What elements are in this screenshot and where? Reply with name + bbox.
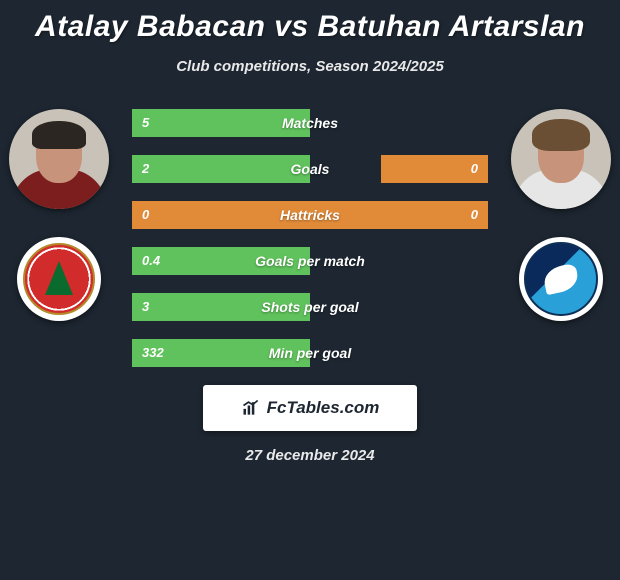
- stat-row: 0.4Goals per match: [132, 247, 488, 275]
- bar-value-right: 0: [461, 155, 488, 183]
- bar-value-left: 0: [132, 201, 159, 229]
- bar-value-right: 0: [461, 201, 488, 229]
- bar-value-left: 2: [132, 155, 159, 183]
- date-text: 27 december 2024: [0, 447, 620, 464]
- stat-row: 5Matches: [132, 109, 488, 137]
- chart-icon: [241, 398, 261, 418]
- stat-bars: 5Matches20Goals00Hattricks0.4Goals per m…: [132, 109, 488, 367]
- bar-value-left: 3: [132, 293, 159, 321]
- page-subtitle: Club competitions, Season 2024/2025: [0, 58, 620, 75]
- player-photo-left: [9, 109, 109, 209]
- bar-value-left: 0.4: [132, 247, 170, 275]
- club-logo-right: [519, 237, 603, 321]
- club-logo-left: [17, 237, 101, 321]
- player-photo-right: [511, 109, 611, 209]
- stat-row: 332Min per goal: [132, 339, 488, 367]
- stat-row: 3Shots per goal: [132, 293, 488, 321]
- comparison-panel: 5Matches20Goals00Hattricks0.4Goals per m…: [0, 109, 620, 367]
- stat-row: 00Hattricks: [132, 201, 488, 229]
- bar-value-left: 5: [132, 109, 159, 137]
- brand-badge: FcTables.com: [203, 385, 417, 431]
- left-column: [4, 109, 114, 321]
- brand-text: FcTables.com: [267, 398, 380, 418]
- right-column: [506, 109, 616, 321]
- page-title: Atalay Babacan vs Batuhan Artarslan: [0, 0, 620, 44]
- bar-value-left: 332: [132, 339, 174, 367]
- stat-row: 20Goals: [132, 155, 488, 183]
